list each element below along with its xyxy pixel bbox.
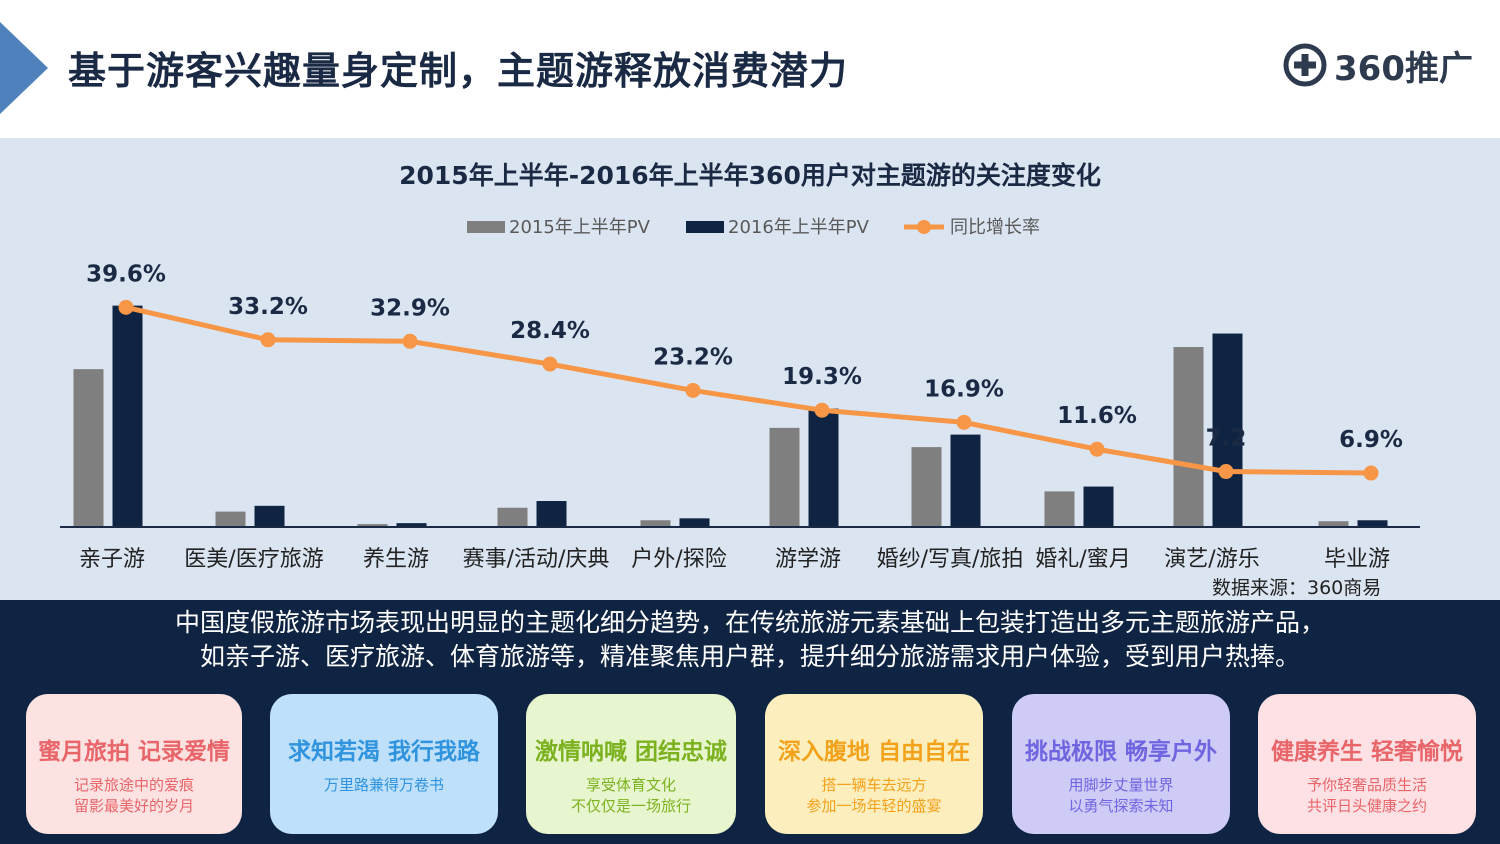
- x-tick-label: 游学游: [775, 547, 841, 572]
- bar-2016-7: [1083, 486, 1114, 527]
- x-tick-label: 养生游: [363, 547, 429, 572]
- bar-2015-7: [1044, 491, 1075, 527]
- theme-card-wellness: 健康养生 轻奢愉悦 予你轻奢品质生活 共评日头健康之约: [1258, 694, 1476, 834]
- bar-2016-4: [679, 518, 710, 527]
- header-arrow-icon: [0, 22, 48, 114]
- growth-rate-label: 33.2%: [228, 294, 308, 320]
- card-line-1: 万里路兼得万卷书: [323, 776, 444, 794]
- card-line-1: 予你轻奢品质生活: [1306, 776, 1427, 794]
- growth-rate-label: 11.6%: [1057, 403, 1137, 429]
- growth-rate-label: 32.9%: [370, 295, 450, 321]
- x-tick-label: 婚礼/蜜月: [1035, 547, 1130, 572]
- x-tick-label: 赛事/活动/庆典: [463, 547, 610, 572]
- theme-card-roadtrip: 深入腹地 自由自在 搭一辆车去远方 参加一场年轻的盛宴: [765, 694, 983, 834]
- summary-text: 中国度假旅游市场表现出明显的主题化细分趋势，在传统旅游元素基础上包装打造出多元主…: [0, 606, 1500, 674]
- theme-card-study: 求知若渴 我行我路 万里路兼得万卷书: [270, 694, 498, 834]
- x-tick-label: 演艺/游乐: [1164, 547, 1259, 572]
- x-tick-label: 毕业游: [1324, 547, 1390, 572]
- x-tick-label: 医美/医疗旅游: [184, 547, 323, 572]
- x-tick-label: 亲子游: [79, 547, 145, 572]
- growth-rate-label: 23.2%: [653, 344, 733, 370]
- growth-rate-point: [260, 332, 276, 348]
- chart-panel: [0, 138, 1500, 600]
- card-title: 激情呐喊 团结忠诚: [534, 739, 727, 765]
- growth-rate-point: [118, 299, 134, 315]
- bar-2016-2: [396, 523, 427, 527]
- growth-rate-label: 6.9%: [1339, 427, 1403, 453]
- x-tick-label: 婚纱/写真/旅拍: [877, 547, 1024, 572]
- legend-label-2: 同比增长率: [950, 217, 1040, 238]
- growth-rate-point: [542, 356, 558, 372]
- card-title: 深入腹地 自由自在: [777, 739, 970, 765]
- theme-card-honeymoon: 蜜月旅拍 记录爱情 记录旅途中的爱痕 留影最美好的岁月: [26, 694, 242, 834]
- legend-swatch-1: [686, 221, 724, 233]
- card-title: 挑战极限 畅享户外: [1024, 739, 1217, 765]
- growth-rate-label: 16.9%: [924, 376, 1004, 402]
- card-line-2: 留影最美好的岁月: [73, 797, 194, 815]
- bar-2015-0: [73, 369, 104, 527]
- growth-rate-label: 39.6%: [86, 261, 166, 287]
- summary-line-1: 中国度假旅游市场表现出明显的主题化细分趋势，在传统旅游元素基础上包装打造出多元主…: [174, 608, 1325, 637]
- logo-text: 360推广: [1334, 48, 1473, 89]
- growth-rate-point: [956, 414, 972, 430]
- card-line-2: 参加一场年轻的盛宴: [806, 797, 942, 815]
- bar-2015-5: [769, 427, 800, 527]
- card-line-2: 以勇气探索未知: [1068, 797, 1174, 815]
- growth-rate-point: [1363, 465, 1379, 481]
- card-line-2: 不仅仅是一场旅行: [570, 797, 691, 815]
- growth-rate-point: [402, 333, 418, 349]
- plus-circle-logo-icon: [1283, 43, 1327, 87]
- growth-rate-line: [125, 304, 1372, 476]
- growth-rate-point: [1089, 441, 1105, 457]
- summary-band: [0, 600, 1500, 844]
- bar-2015-8: [1173, 347, 1204, 527]
- card-title: 求知若渴 我行我路: [287, 739, 480, 765]
- x-tick-label: 户外/探险: [631, 547, 726, 572]
- card-title: 蜜月旅拍 记录爱情: [37, 739, 230, 765]
- card-line-1: 搭一辆车去远方: [821, 776, 927, 794]
- theme-card-sports: 激情呐喊 团结忠诚 享受体育文化 不仅仅是一场旅行: [526, 694, 736, 834]
- data-source: 数据来源：360商易: [1212, 577, 1382, 599]
- page-title: 基于游客兴趣量身定制，主题游释放消费潜力: [68, 49, 849, 93]
- bar-2015-6: [911, 447, 942, 527]
- bar-2015-4: [640, 520, 671, 527]
- growth-rate-label: 7.2: [1206, 426, 1247, 452]
- card-line-2: 共评日头健康之约: [1306, 797, 1427, 815]
- chart-title: 2015年上半年-2016年上半年360用户对主题游的关注度变化: [399, 161, 1101, 190]
- card-line-1: 享受体育文化: [585, 776, 676, 794]
- legend-label-0: 2015年上半年PV: [509, 217, 651, 238]
- bar-2016-0: [112, 305, 143, 527]
- growth-rate-point: [1218, 464, 1234, 480]
- header: 基于游客兴趣量身定制，主题游释放消费潜力 360推广: [0, 0, 1500, 138]
- bar-2016-3: [536, 501, 567, 527]
- card-line-1: 记录旅途中的爱痕: [73, 776, 194, 794]
- legend-label-1: 2016年上半年PV: [728, 217, 870, 238]
- legend-swatch-0: [467, 221, 505, 233]
- bar-2015-2: [357, 524, 388, 527]
- legend-marker: [917, 220, 931, 234]
- card-line-1: 用脚步丈量世界: [1068, 776, 1174, 794]
- brand-logo: 360推广: [1282, 40, 1473, 90]
- card-title: 健康养生 轻奢愉悦: [1270, 739, 1463, 765]
- bar-2016-6: [950, 434, 981, 527]
- bar-2015-1: [215, 511, 246, 527]
- theme-card-outdoor: 挑战极限 畅享户外 用脚步丈量世界 以勇气探索未知: [1012, 694, 1230, 834]
- bar-2015-9: [1318, 521, 1349, 527]
- bar-2016-9: [1357, 520, 1388, 527]
- bar-2016-8: [1212, 333, 1243, 527]
- summary-line-2: 如亲子游、医疗旅游、体育旅游等，精准聚焦用户群，提升细分旅游需求用户体验，受到用…: [199, 642, 1300, 671]
- bar-2016-5: [808, 408, 839, 527]
- growth-rate-label: 28.4%: [510, 318, 590, 344]
- bar-2015-3: [497, 507, 528, 527]
- growth-rate-point: [814, 402, 830, 418]
- bar-2016-1: [254, 505, 285, 527]
- growth-rate-label: 19.3%: [782, 364, 862, 390]
- growth-rate-point: [685, 382, 701, 398]
